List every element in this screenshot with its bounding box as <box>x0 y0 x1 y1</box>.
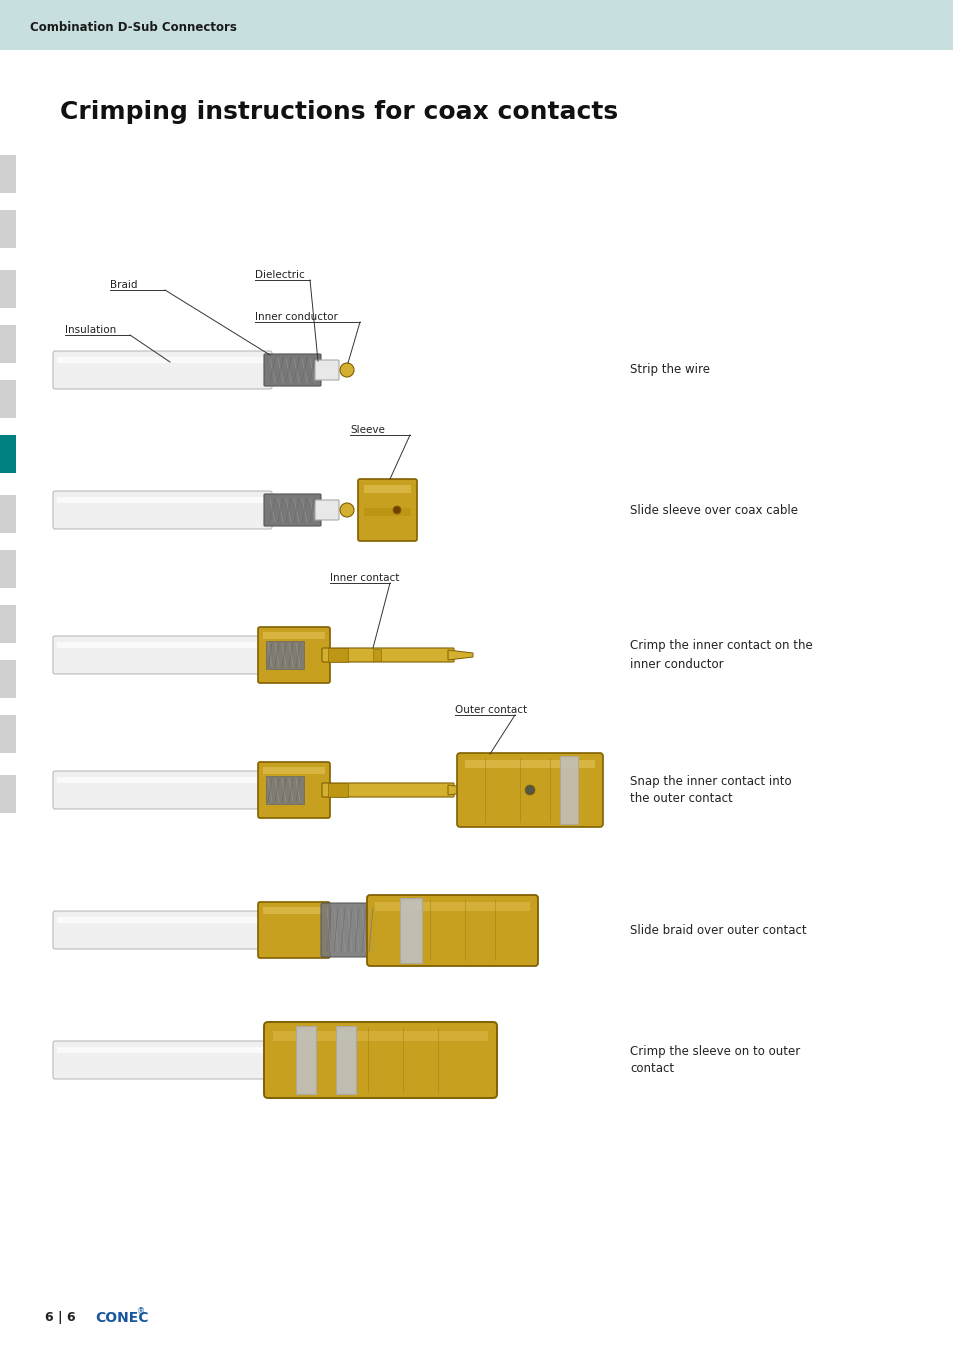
FancyBboxPatch shape <box>322 648 454 662</box>
Text: Strip the wire: Strip the wire <box>629 363 709 377</box>
Text: Snap the inner contact into
the outer contact: Snap the inner contact into the outer co… <box>629 775 791 806</box>
Bar <box>335 1026 355 1094</box>
Bar <box>0 605 16 643</box>
FancyBboxPatch shape <box>57 1048 283 1053</box>
FancyBboxPatch shape <box>367 895 537 967</box>
Text: Inner contact: Inner contact <box>330 572 399 583</box>
Bar <box>399 898 421 963</box>
Text: 6 | 6: 6 | 6 <box>45 1311 75 1324</box>
FancyBboxPatch shape <box>57 643 268 648</box>
FancyBboxPatch shape <box>57 356 268 363</box>
Bar <box>328 648 348 662</box>
FancyBboxPatch shape <box>53 771 272 809</box>
Bar <box>364 485 411 493</box>
Bar <box>295 1026 315 1094</box>
FancyBboxPatch shape <box>57 917 268 923</box>
Polygon shape <box>448 649 473 660</box>
FancyBboxPatch shape <box>257 626 330 683</box>
FancyBboxPatch shape <box>257 902 330 958</box>
Bar <box>464 760 595 768</box>
Bar <box>0 775 16 813</box>
FancyBboxPatch shape <box>57 497 268 504</box>
Text: Slide sleeve over coax cable: Slide sleeve over coax cable <box>629 504 797 517</box>
FancyBboxPatch shape <box>314 360 338 379</box>
Polygon shape <box>448 784 473 795</box>
Bar <box>266 776 304 805</box>
Bar <box>263 907 325 914</box>
Bar <box>559 756 578 824</box>
FancyBboxPatch shape <box>53 1041 287 1079</box>
FancyBboxPatch shape <box>53 636 272 674</box>
Bar <box>0 435 16 472</box>
Bar <box>263 767 325 774</box>
Bar <box>0 379 16 418</box>
Text: CONEC: CONEC <box>95 1311 149 1324</box>
Bar <box>373 649 380 662</box>
FancyBboxPatch shape <box>257 761 330 818</box>
Bar <box>0 0 953 50</box>
FancyBboxPatch shape <box>57 778 268 783</box>
Text: Crimping instructions for coax contacts: Crimping instructions for coax contacts <box>60 100 618 124</box>
FancyBboxPatch shape <box>314 500 338 520</box>
Bar <box>0 495 16 533</box>
Text: Sleeve: Sleeve <box>350 425 384 435</box>
Text: Dielectric: Dielectric <box>254 270 304 279</box>
FancyBboxPatch shape <box>264 1022 497 1098</box>
Text: ®: ® <box>137 1308 145 1316</box>
Bar <box>0 211 16 248</box>
Bar <box>0 660 16 698</box>
Bar <box>0 325 16 363</box>
Text: Braid: Braid <box>110 279 137 290</box>
Text: Crimp the inner contact on the
inner conductor: Crimp the inner contact on the inner con… <box>629 640 812 671</box>
Text: Slide braid over outer contact: Slide braid over outer contact <box>629 923 806 937</box>
FancyBboxPatch shape <box>53 351 272 389</box>
FancyBboxPatch shape <box>264 354 320 386</box>
FancyBboxPatch shape <box>53 911 272 949</box>
FancyBboxPatch shape <box>357 479 416 541</box>
Circle shape <box>339 363 354 377</box>
FancyBboxPatch shape <box>320 903 379 957</box>
Bar <box>273 1031 488 1041</box>
Bar <box>263 632 325 639</box>
Text: Crimp the sleeve on to outer
contact: Crimp the sleeve on to outer contact <box>629 1045 800 1076</box>
Text: Combination D-Sub Connectors: Combination D-Sub Connectors <box>30 22 236 34</box>
Circle shape <box>339 504 354 517</box>
Bar <box>0 270 16 308</box>
Circle shape <box>524 784 535 795</box>
Bar <box>0 155 16 193</box>
FancyBboxPatch shape <box>322 783 454 796</box>
Bar <box>375 902 530 911</box>
Text: Insulation: Insulation <box>65 325 116 335</box>
Text: Inner conductor: Inner conductor <box>254 312 337 323</box>
Bar <box>364 508 411 516</box>
Bar <box>266 641 304 670</box>
Bar <box>0 549 16 589</box>
FancyBboxPatch shape <box>264 494 320 526</box>
FancyBboxPatch shape <box>53 491 272 529</box>
FancyBboxPatch shape <box>456 753 602 828</box>
Text: Outer contact: Outer contact <box>455 705 527 716</box>
Bar <box>328 783 348 796</box>
Bar <box>0 716 16 753</box>
Circle shape <box>393 506 400 514</box>
